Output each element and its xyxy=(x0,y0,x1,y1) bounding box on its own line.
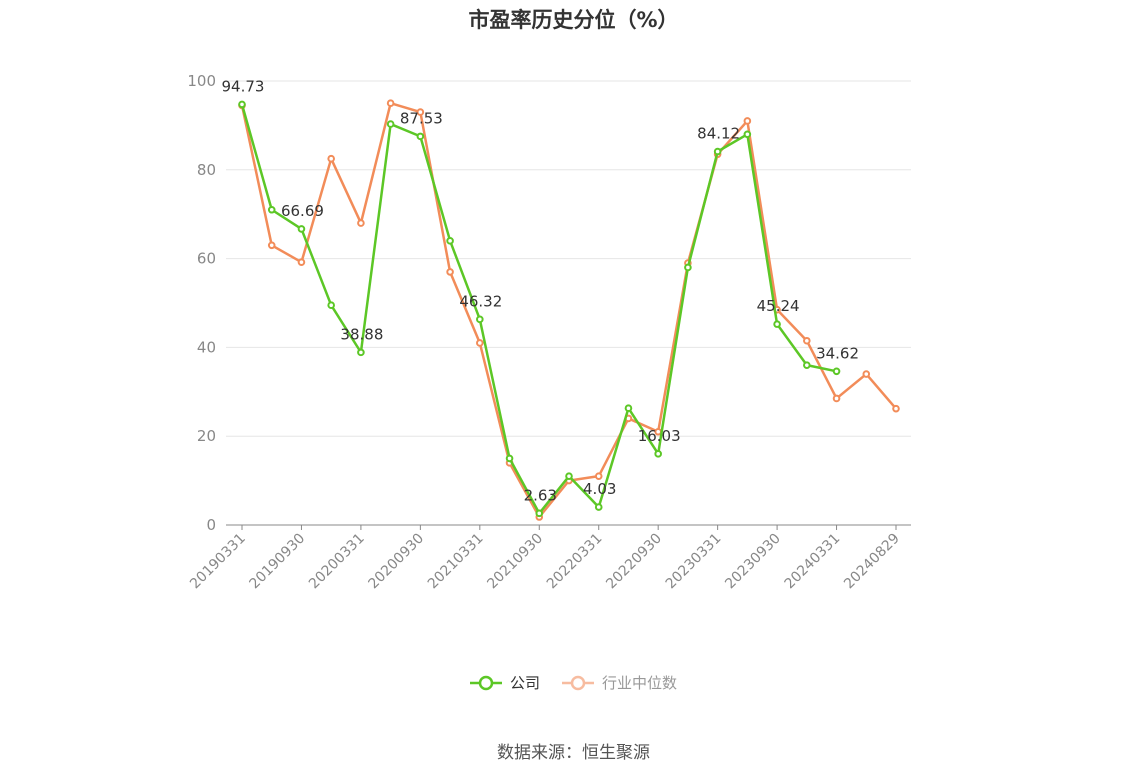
legend-label-industry: 行业中位数 xyxy=(602,674,678,692)
data-point-1 xyxy=(832,394,841,403)
data-point-1 xyxy=(327,154,335,163)
x-tick-label: 20220331 xyxy=(544,531,606,593)
data-point-0 xyxy=(565,472,573,480)
data-point-0 xyxy=(357,348,365,357)
data-label: 66.69 xyxy=(281,202,324,220)
data-label: 84.12 xyxy=(697,125,740,143)
data-label: 87.53 xyxy=(400,109,443,127)
data-point-1 xyxy=(803,336,811,345)
data-label: 34.62 xyxy=(816,344,859,362)
data-point-0 xyxy=(505,454,514,463)
data-point-0 xyxy=(624,404,633,413)
legend-item-company[interactable]: 公司 xyxy=(469,672,540,693)
data-point-0 xyxy=(238,100,246,109)
data-point-0 xyxy=(684,263,692,272)
data-point-0 xyxy=(535,509,544,518)
data-point-1 xyxy=(594,472,603,480)
data-point-1 xyxy=(357,219,365,227)
x-tick-label: 20210930 xyxy=(484,531,546,593)
data-point-1 xyxy=(862,370,871,378)
x-tick-label: 20190331 xyxy=(187,531,249,593)
legend: 公司 行业中位数 xyxy=(0,672,1147,693)
y-tick-label: 60 xyxy=(197,250,216,268)
y-tick-label: 100 xyxy=(187,72,216,90)
x-tick-label: 20190930 xyxy=(247,531,309,593)
data-point-0 xyxy=(267,205,276,214)
y-tick-label: 80 xyxy=(197,161,216,179)
chart-title: 市盈率历史分位（%） xyxy=(468,8,679,32)
x-tick-label: 20200930 xyxy=(365,531,427,593)
data-point-0 xyxy=(297,225,306,233)
y-tick-label: 0 xyxy=(206,516,216,534)
data-point-1 xyxy=(476,339,484,347)
data-point-1 xyxy=(267,241,276,250)
data-point-1 xyxy=(892,404,900,413)
x-tick-label: 20200331 xyxy=(306,531,368,593)
data-point-0 xyxy=(832,367,841,376)
x-tick-label: 20210331 xyxy=(425,531,487,593)
legend-label-company: 公司 xyxy=(509,674,540,692)
data-label: 38.88 xyxy=(340,325,383,343)
data-point-0 xyxy=(713,147,722,156)
data-point-0 xyxy=(743,130,752,139)
data-point-0 xyxy=(416,132,425,141)
data-label: 46.32 xyxy=(459,292,502,310)
y-tick-label: 40 xyxy=(197,338,216,356)
data-point-0 xyxy=(803,361,811,369)
data-point-1 xyxy=(446,268,454,276)
legend-item-industry[interactable]: 行业中位数 xyxy=(562,672,677,693)
x-tick-label: 20240331 xyxy=(782,531,844,593)
data-label: 16.03 xyxy=(638,427,681,445)
x-tick-label: 20220930 xyxy=(603,531,665,593)
data-source: 数据来源：恒生聚源 xyxy=(497,743,650,763)
x-tick-label: 20240829 xyxy=(841,531,903,593)
data-label: 45.24 xyxy=(757,297,800,315)
data-point-1 xyxy=(386,99,395,107)
data-point-0 xyxy=(594,503,603,511)
data-point-0 xyxy=(386,120,395,128)
data-point-0 xyxy=(327,301,335,310)
data-point-0 xyxy=(476,315,484,324)
data-label: 4.03 xyxy=(583,480,616,498)
data-point-1 xyxy=(416,108,425,116)
data-label: 94.73 xyxy=(222,77,265,95)
data-point-0 xyxy=(773,320,781,328)
y-tick-label: 20 xyxy=(197,427,216,445)
x-tick-label: 20230331 xyxy=(663,531,725,593)
legend-marker-industry xyxy=(562,675,594,690)
x-tick-label: 20230930 xyxy=(722,531,784,593)
data-label: 2.63 xyxy=(524,486,557,504)
data-point-1 xyxy=(743,117,752,125)
data-point-0 xyxy=(654,450,662,458)
data-point-0 xyxy=(446,237,454,245)
data-point-1 xyxy=(297,258,306,266)
legend-marker-company xyxy=(469,675,502,690)
